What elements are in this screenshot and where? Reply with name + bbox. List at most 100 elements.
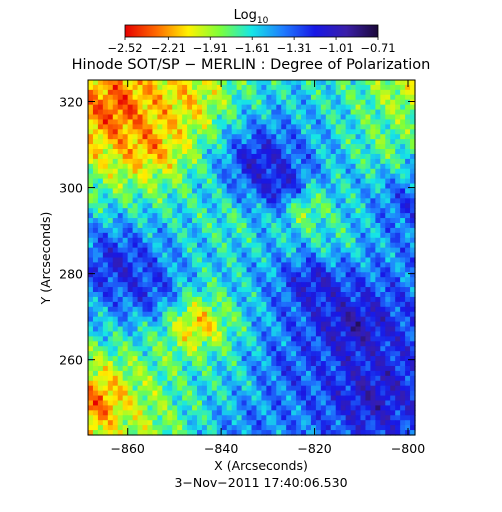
heatmap-cell [201, 218, 208, 224]
heatmap-cell [385, 267, 391, 273]
heatmap-cell [172, 370, 178, 377]
heatmap-cell [380, 331, 386, 337]
heatmap-cell [172, 158, 178, 165]
heatmap-cell [167, 351, 173, 357]
heatmap-cell [345, 292, 352, 298]
heatmap-cell [127, 395, 134, 402]
heatmap-cell [291, 361, 297, 367]
heatmap-cell [147, 80, 153, 86]
heatmap-cell [122, 341, 129, 347]
heatmap-cell [152, 405, 158, 411]
heatmap-cell [395, 114, 401, 121]
heatmap-cell [380, 326, 386, 333]
heatmap-cell [162, 178, 168, 185]
heatmap-cell [340, 272, 347, 278]
heatmap-cell [315, 124, 322, 130]
heatmap-cell [385, 114, 391, 121]
heatmap-cell [276, 80, 282, 86]
heatmap-cell [325, 282, 332, 288]
heatmap-cell [216, 277, 223, 283]
heatmap-cell [122, 198, 129, 204]
heatmap-cell [127, 356, 134, 362]
heatmap-cell [315, 158, 322, 165]
heatmap-cell [276, 361, 282, 367]
heatmap-cell [102, 144, 109, 150]
heatmap-cell [395, 331, 401, 337]
heatmap-cell [201, 370, 208, 377]
heatmap-cell [241, 375, 248, 382]
heatmap-cell [147, 242, 153, 249]
heatmap-cell [182, 385, 188, 392]
heatmap-cell [206, 331, 213, 337]
heatmap-cell [251, 385, 258, 392]
heatmap-cell [226, 158, 233, 165]
heatmap-cell [271, 415, 277, 421]
heatmap-cell [206, 267, 213, 273]
heatmap-cell [132, 104, 139, 111]
heatmap-cell [355, 114, 362, 121]
heatmap-cell [340, 306, 347, 313]
heatmap-cell [122, 119, 129, 125]
heatmap-cell [281, 222, 287, 229]
heatmap-cell [117, 198, 124, 204]
heatmap-cell [301, 222, 307, 229]
heatmap-cell [380, 129, 386, 135]
heatmap-cell [88, 222, 94, 229]
heatmap-cell [320, 208, 327, 214]
heatmap-cell [172, 124, 178, 130]
heatmap-cell [330, 227, 337, 234]
heatmap-cell [405, 292, 411, 298]
heatmap-cell [261, 242, 267, 249]
heatmap-cell [206, 400, 213, 407]
heatmap-cell [320, 390, 327, 397]
heatmap-cell [172, 149, 178, 155]
heatmap-cell [127, 242, 134, 249]
heatmap-cell [355, 173, 362, 180]
heatmap-cell [182, 316, 188, 323]
heatmap-cell [142, 262, 149, 268]
heatmap-cell [236, 139, 243, 145]
heatmap-cell [117, 287, 124, 293]
heatmap-cell [88, 168, 94, 175]
heatmap-cell [246, 356, 253, 362]
heatmap-cell [137, 420, 144, 426]
heatmap-cell [325, 109, 332, 116]
heatmap-cell [231, 208, 238, 214]
heatmap-cell [172, 405, 178, 411]
heatmap-cell [320, 336, 327, 342]
heatmap-cell [256, 203, 262, 209]
heatmap-cell [132, 351, 139, 357]
heatmap-cell [385, 109, 391, 116]
heatmap-cell [201, 129, 208, 135]
heatmap-cell [335, 272, 342, 278]
heatmap-cell [325, 425, 332, 431]
heatmap-cell [301, 370, 307, 377]
heatmap-cell [335, 282, 342, 288]
heatmap-cell [92, 99, 99, 106]
heatmap-cell [132, 203, 139, 209]
heatmap-cell [271, 361, 277, 367]
heatmap-cell [167, 168, 173, 175]
heatmap-cell [241, 282, 248, 288]
heatmap-cell [226, 390, 233, 397]
heatmap-cell [360, 149, 367, 155]
heatmap-cell [350, 173, 357, 180]
heatmap-cell [325, 316, 332, 323]
heatmap-cell [340, 104, 347, 111]
heatmap-cell [365, 351, 371, 357]
heatmap-cell [370, 124, 376, 130]
heatmap-cell [266, 415, 272, 421]
heatmap-cell [400, 109, 406, 116]
heatmap-cell [152, 420, 158, 426]
heatmap-cell [226, 415, 233, 421]
heatmap-cell [221, 341, 228, 347]
heatmap-cell [400, 89, 406, 96]
heatmap-cell [405, 119, 411, 125]
heatmap-cell [355, 80, 362, 86]
heatmap-cell [365, 316, 371, 323]
heatmap-cell [340, 203, 347, 209]
heatmap-cell [157, 395, 163, 402]
heatmap-cell [152, 183, 158, 190]
heatmap-cell [350, 158, 357, 165]
heatmap-cell [132, 134, 139, 140]
